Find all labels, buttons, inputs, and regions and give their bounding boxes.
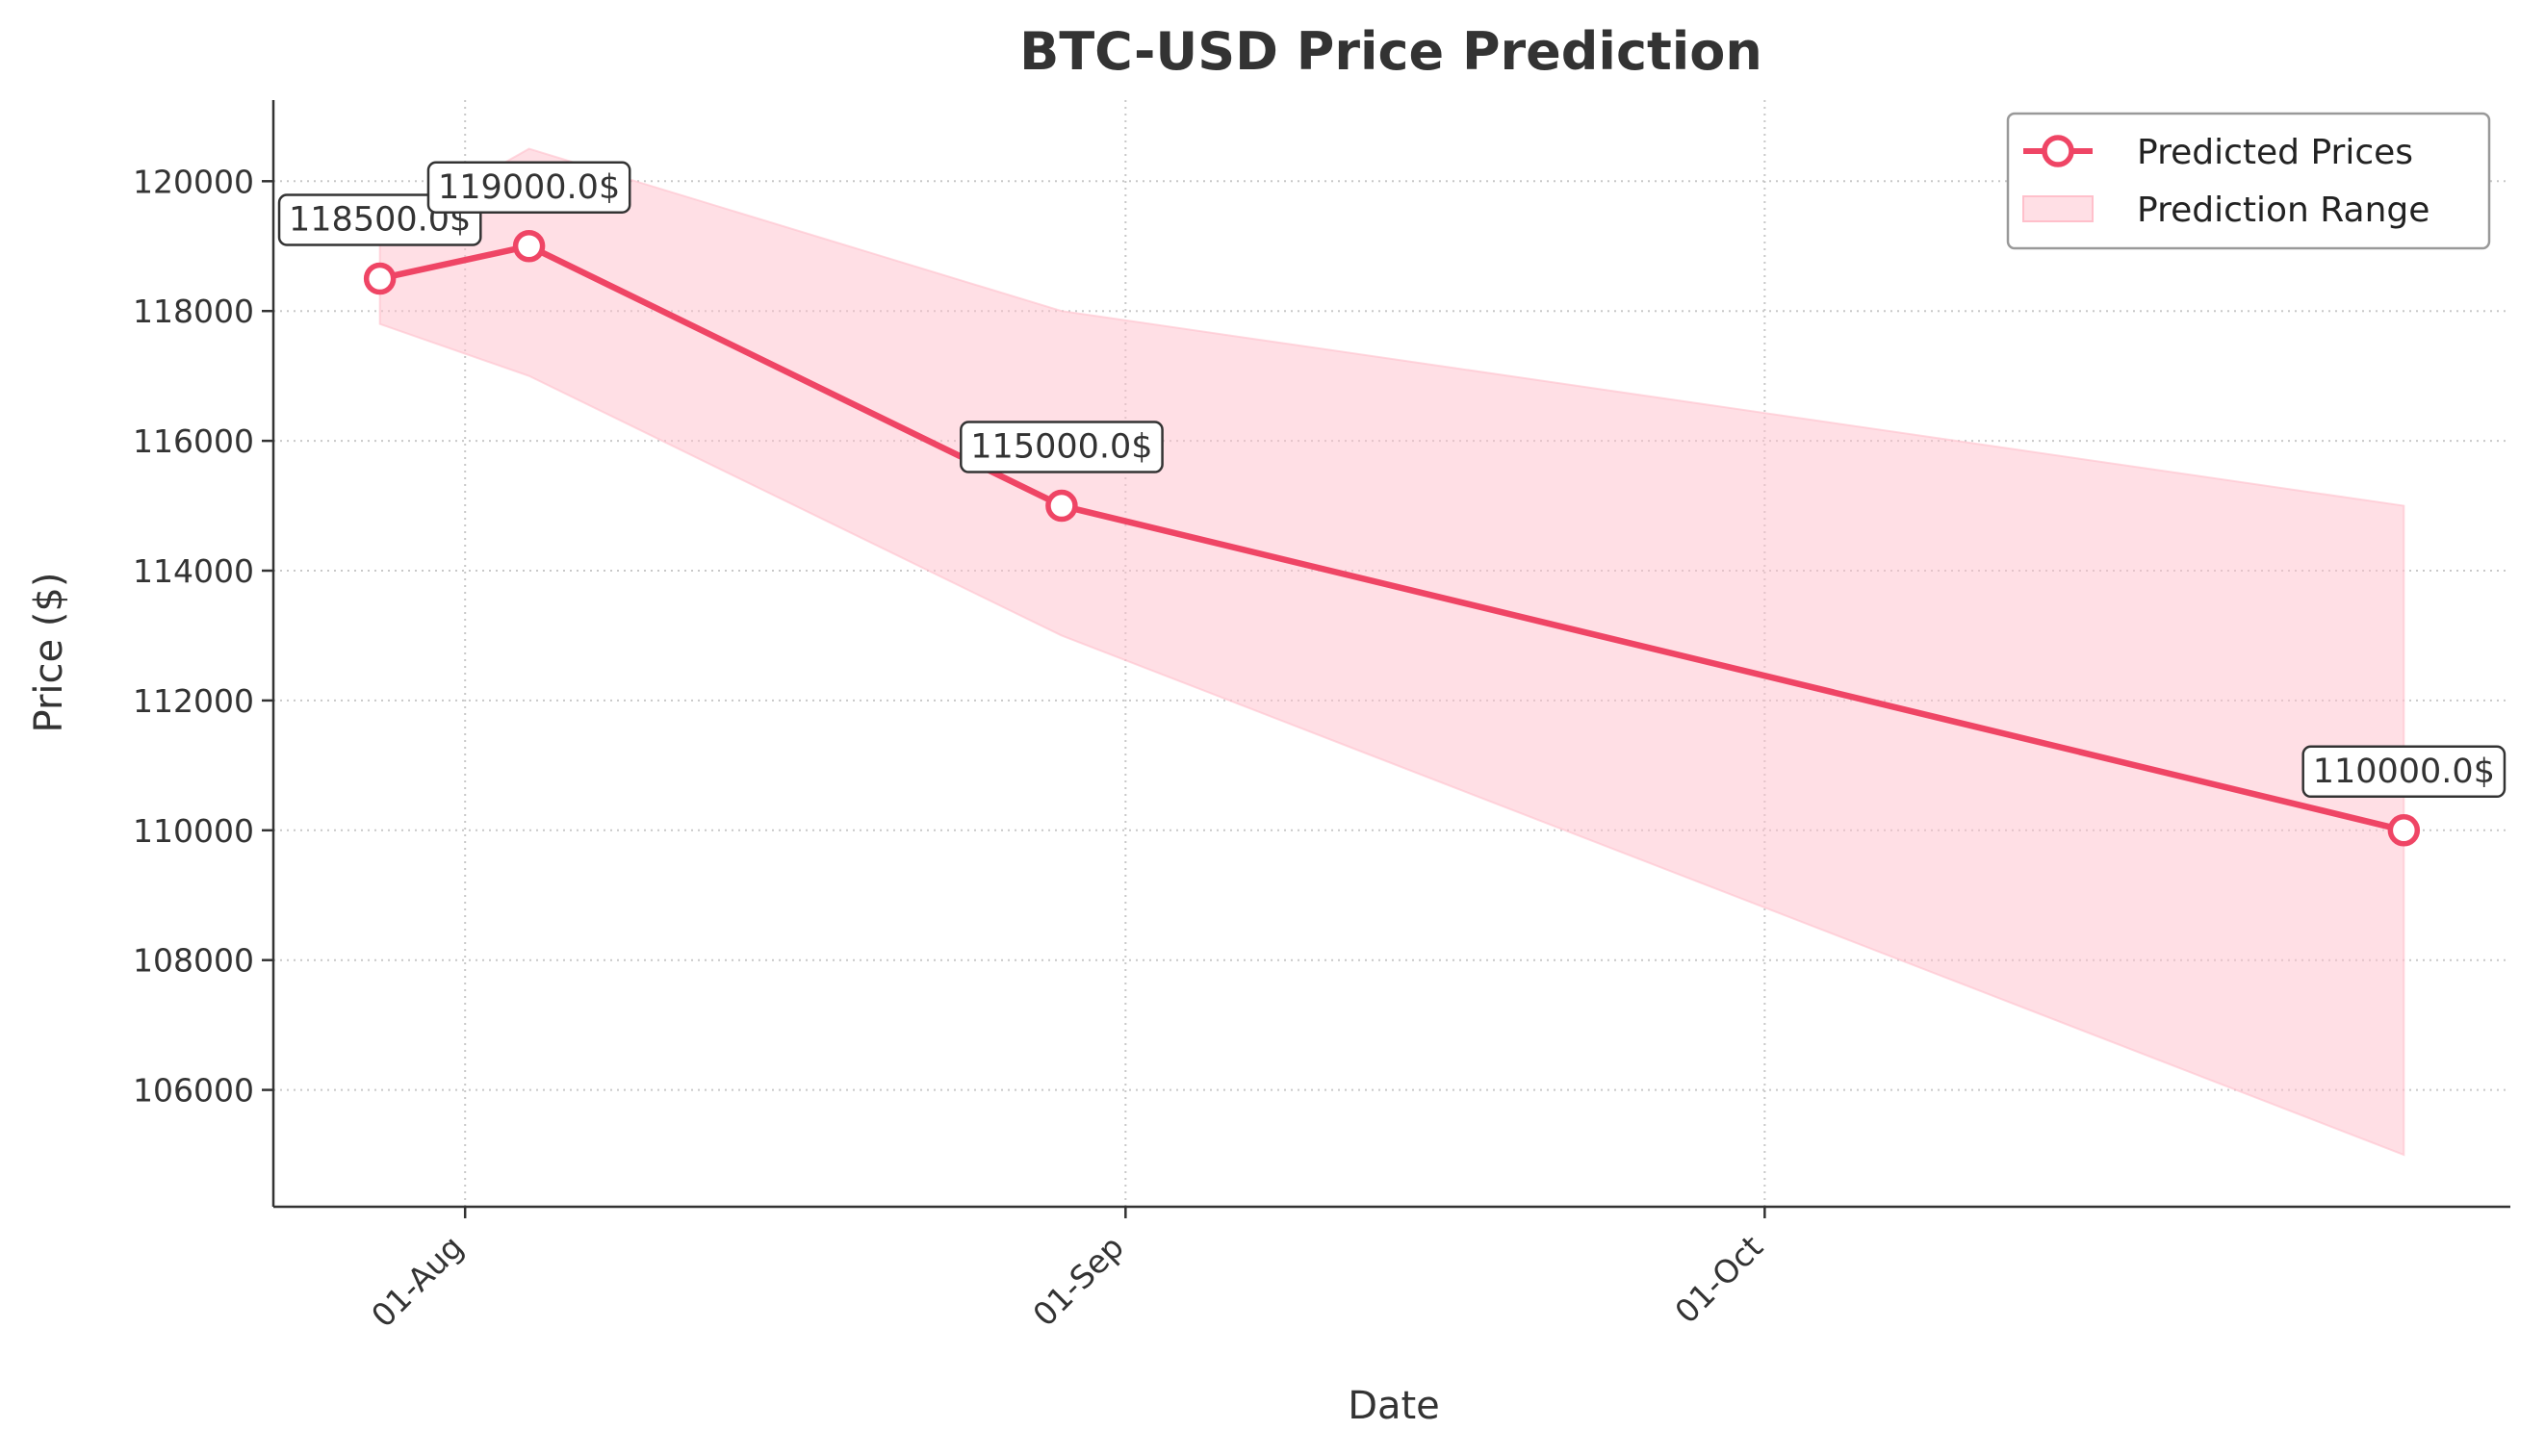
y-tick-label: 110000 <box>133 812 254 850</box>
chart-title: BTC-USD Price Prediction <box>1019 21 1762 82</box>
data-label: 110000.0$ <box>2301 745 2506 799</box>
data-label-text: 115000.0$ <box>970 428 1152 467</box>
legend-range-swatch <box>2022 195 2094 222</box>
data-label-text: 119000.0$ <box>438 168 620 207</box>
x-tick-label: 01-Sep <box>1025 1228 1131 1334</box>
predicted-price-point <box>1045 489 1078 523</box>
y-tick-label: 114000 <box>133 552 254 590</box>
y-tick-label: 112000 <box>133 682 254 720</box>
predicted-prices-line-layer <box>363 230 2421 847</box>
data-label-text: 110000.0$ <box>2313 753 2495 791</box>
data-label-box <box>426 161 631 215</box>
legend-label-predicted: Predicted Prices <box>2137 133 2413 172</box>
predicted-price-point <box>2387 814 2421 847</box>
y-tick-label: 118000 <box>133 293 254 330</box>
x-tick-label: 01-Oct <box>1667 1228 1770 1331</box>
data-label: 115000.0$ <box>960 421 1164 473</box>
y-tick-label: 108000 <box>133 942 254 980</box>
y-tick-label: 106000 <box>133 1072 254 1110</box>
prediction-range-area-layer <box>378 147 2405 1157</box>
y-tick-label: 120000 <box>133 163 254 200</box>
y-axis-label: Price ($) <box>27 573 71 733</box>
data-label: 119000.0$ <box>426 161 631 215</box>
x-axis-label: Date <box>1348 1384 1440 1428</box>
predicted-price-point <box>512 230 546 263</box>
data-label-box <box>960 421 1164 473</box>
predicted-prices-line <box>378 243 2405 833</box>
data-label-annotations: 118500.0$119000.0$115000.0$110000.0$ <box>277 161 2506 799</box>
legend-marker-swatch <box>2042 135 2074 167</box>
legend: Predicted Prices Prediction Range <box>2006 112 2491 250</box>
predicted-price-point <box>363 262 397 295</box>
legend-box <box>2006 112 2491 250</box>
legend-label-range: Prediction Range <box>2137 191 2429 230</box>
y-tick-label: 116000 <box>133 422 254 460</box>
axes <box>262 100 2510 1218</box>
data-label-box <box>2301 745 2506 799</box>
prediction-range-band <box>378 147 2405 1157</box>
x-tick-label: 01-Aug <box>364 1228 471 1335</box>
